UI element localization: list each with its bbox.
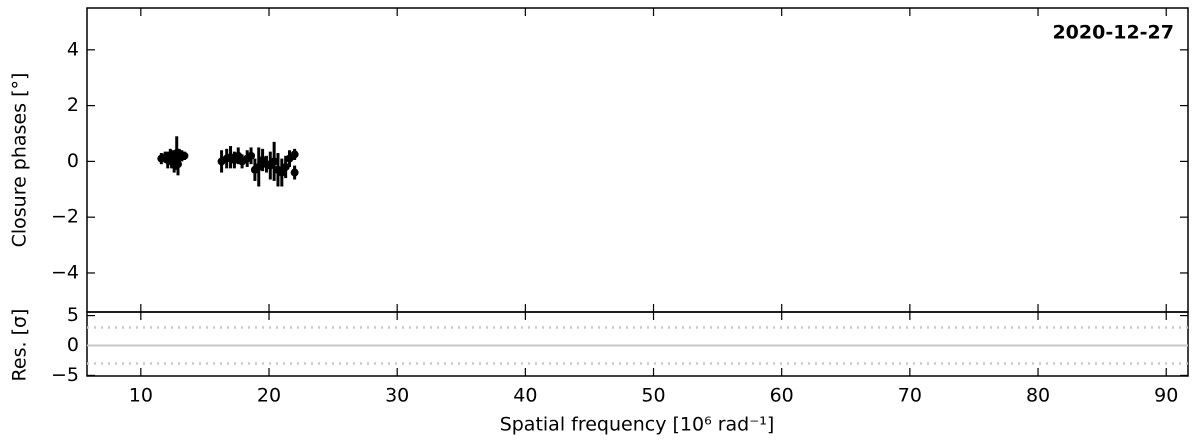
x-tick-label: 80	[1026, 385, 1050, 407]
x-tick-label: 90	[1154, 385, 1178, 407]
x-tick-label: 60	[770, 385, 794, 407]
y-tick-label: −2	[51, 206, 79, 228]
data-point	[270, 157, 279, 166]
data-point	[180, 151, 189, 160]
x-axis-label: Spatial frequency [10⁶ rad⁻¹]	[500, 414, 775, 436]
data-point	[290, 150, 299, 159]
residual-y-axis-label: Res. [σ]	[9, 309, 31, 382]
y-tick-label: 0	[67, 334, 79, 356]
y-tick-label: 0	[67, 150, 79, 172]
x-tick-label: 40	[513, 385, 537, 407]
x-tick-label: 30	[385, 385, 409, 407]
date-annotation: 2020-12-27	[1052, 22, 1174, 44]
data-point	[254, 162, 263, 171]
data-point	[281, 162, 290, 171]
x-tick-label: 20	[257, 385, 281, 407]
y-tick-label: −5	[51, 364, 79, 386]
y-tick-label: 4	[67, 38, 79, 60]
y-tick-label: −4	[51, 261, 79, 283]
residual-frame	[86, 311, 1189, 377]
data-point	[234, 151, 243, 160]
x-tick-label: 50	[641, 385, 665, 407]
x-tick-label: 70	[898, 385, 922, 407]
data-point	[277, 168, 286, 177]
y-tick-label: 5	[67, 304, 79, 326]
data-point	[247, 151, 256, 160]
data-point	[290, 168, 299, 177]
x-tick-label: 10	[129, 385, 153, 407]
y-tick-label: 2	[67, 94, 79, 116]
y-axis-label: Closure phases [°]	[9, 73, 31, 248]
